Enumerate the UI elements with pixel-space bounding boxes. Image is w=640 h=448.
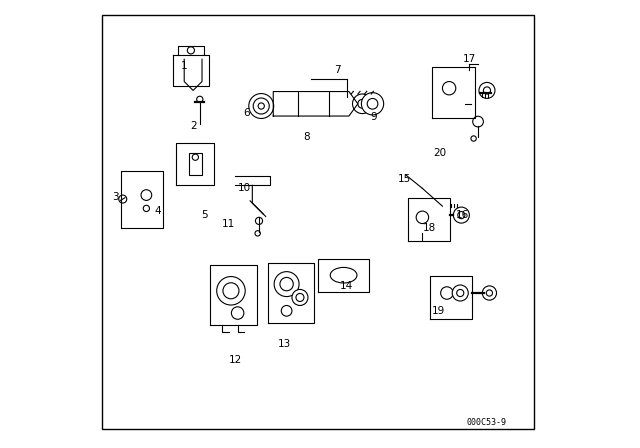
Circle shape [188, 47, 195, 54]
Circle shape [274, 271, 299, 297]
Circle shape [452, 285, 468, 301]
Circle shape [458, 211, 465, 219]
Circle shape [217, 276, 245, 305]
Text: 6: 6 [243, 108, 250, 118]
Circle shape [483, 286, 497, 300]
Text: 15: 15 [398, 174, 412, 185]
Text: 19: 19 [431, 306, 445, 316]
Circle shape [255, 231, 260, 236]
Circle shape [453, 207, 469, 223]
Circle shape [367, 99, 378, 109]
Circle shape [416, 211, 429, 224]
Circle shape [281, 306, 292, 316]
Circle shape [353, 94, 372, 114]
Text: 17: 17 [463, 54, 476, 64]
Circle shape [441, 287, 453, 299]
Circle shape [249, 94, 274, 118]
Circle shape [232, 307, 244, 319]
Text: 4: 4 [154, 206, 161, 215]
Text: 5: 5 [201, 210, 207, 220]
Circle shape [223, 283, 239, 299]
Text: 12: 12 [228, 355, 242, 365]
Ellipse shape [330, 267, 357, 283]
Text: 1: 1 [181, 61, 188, 71]
Circle shape [486, 290, 493, 296]
Circle shape [196, 96, 203, 103]
Circle shape [296, 293, 304, 302]
Text: 9: 9 [370, 112, 377, 122]
Circle shape [141, 190, 152, 200]
Text: 7: 7 [335, 65, 341, 75]
Bar [189, 153, 202, 175]
Text: 13: 13 [278, 339, 291, 349]
Circle shape [253, 98, 269, 114]
Text: 10: 10 [237, 183, 251, 194]
Circle shape [143, 205, 150, 211]
Circle shape [280, 277, 293, 291]
Circle shape [473, 116, 483, 127]
Circle shape [471, 136, 476, 141]
Circle shape [358, 99, 367, 108]
Circle shape [119, 195, 127, 203]
Circle shape [442, 82, 456, 95]
Circle shape [255, 217, 262, 224]
Text: 000C53-9: 000C53-9 [467, 418, 507, 426]
Text: 20: 20 [434, 148, 447, 158]
Circle shape [362, 93, 383, 115]
Text: 2: 2 [190, 121, 196, 131]
Text: 3: 3 [112, 192, 118, 202]
Circle shape [292, 289, 308, 306]
Text: 8: 8 [303, 132, 310, 142]
Circle shape [457, 289, 464, 297]
Circle shape [479, 82, 495, 99]
Text: 16: 16 [456, 210, 469, 220]
Circle shape [483, 87, 490, 94]
Text: 18: 18 [422, 224, 436, 233]
Text: 11: 11 [222, 219, 236, 229]
Text: 14: 14 [340, 281, 353, 291]
Circle shape [192, 154, 198, 160]
Circle shape [258, 103, 264, 109]
